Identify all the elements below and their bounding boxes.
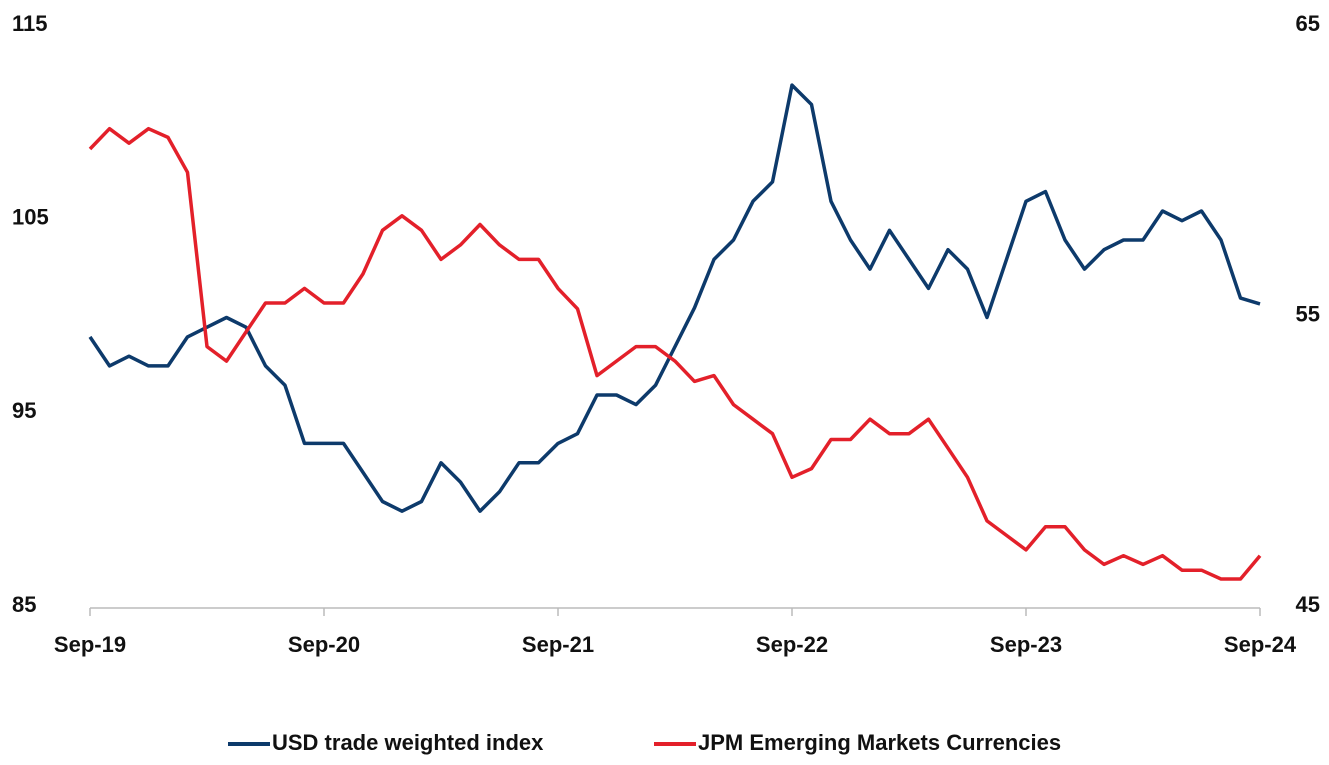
data-line (88, 126, 1262, 581)
legend-label: USD trade weighted index (272, 730, 544, 755)
y2-tick-label: 45 (1296, 592, 1320, 617)
y2-tick-label: 65 (1296, 11, 1320, 36)
x-tick-label: Sep-21 (522, 632, 594, 657)
y-tick-label: 115 (12, 11, 48, 36)
x-tick-label: Sep-20 (288, 632, 360, 657)
y-tick-label: 105 (12, 204, 49, 229)
x-tick-label: Sep-23 (990, 632, 1062, 657)
y-tick-label: 95 (12, 398, 36, 423)
x-tick-label: Sep-22 (756, 632, 828, 657)
x-tick-label: Sep-24 (1224, 632, 1297, 657)
legend-label: JPM Emerging Markets Currencies (698, 730, 1061, 755)
y2-tick-label: 55 (1296, 301, 1320, 326)
x-tick-label: Sep-19 (54, 632, 126, 657)
data-line (88, 83, 1261, 513)
y-tick-label: 85 (12, 592, 36, 617)
